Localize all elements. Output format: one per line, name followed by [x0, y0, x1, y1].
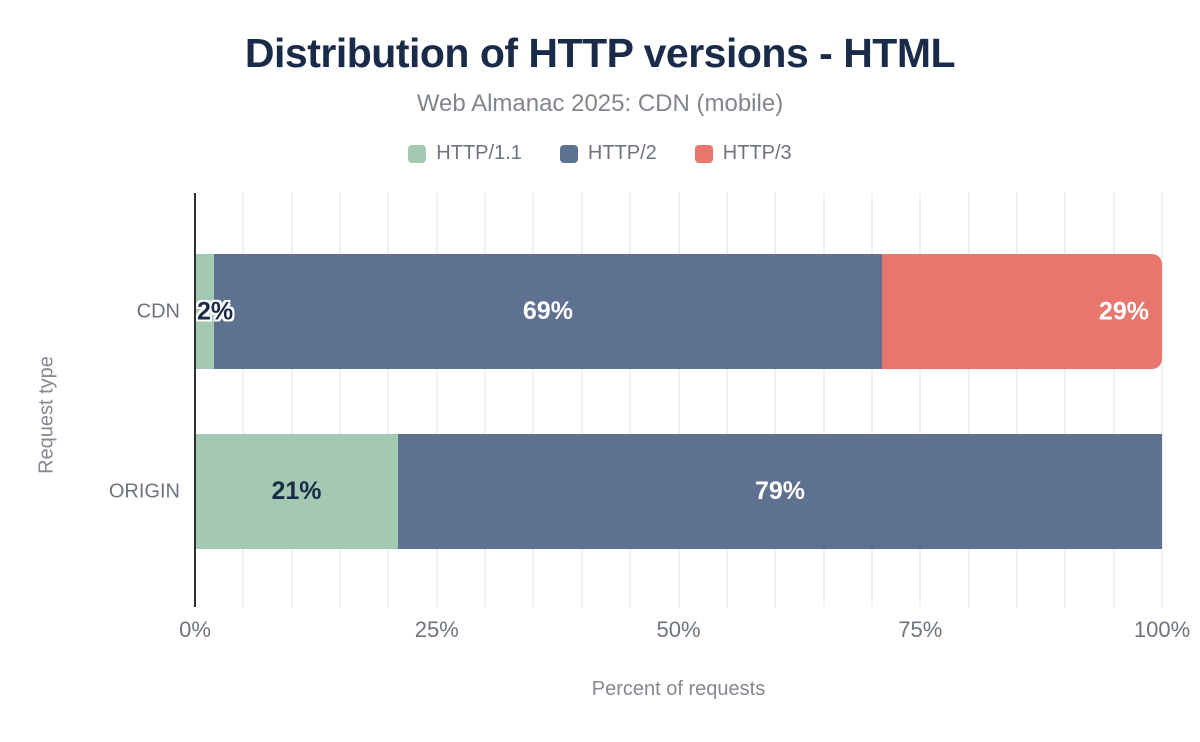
gridline — [919, 193, 922, 607]
gridline — [822, 193, 825, 607]
x-tick-label-50: 50% — [656, 617, 701, 642]
gridline — [870, 193, 873, 607]
legend: HTTP/1.1 HTTP/2 HTTP/3 — [0, 142, 1200, 165]
gridline — [677, 193, 680, 607]
legend-item-http3[interactable]: HTTP/3 — [694, 142, 792, 165]
gridline — [967, 193, 970, 607]
bar-origin: ORIGIN 21% 79% — [109, 434, 1162, 549]
bar-cdn: CDN 2% 69% 29% — [137, 254, 1162, 369]
segment-origin-http2[interactable]: 79% — [398, 434, 1162, 549]
value-label: 2% — [197, 297, 234, 325]
x-axis-title: Percent of requests — [591, 678, 766, 700]
plot-area: CDN 2% 69% 29% ORIGIN 21% 79% — [109, 193, 1163, 607]
value-label: 21% — [271, 477, 322, 505]
legend-item-http11[interactable]: HTTP/1.1 — [408, 142, 522, 165]
legend-label: HTTP/3 — [722, 142, 792, 164]
gridline — [1064, 193, 1067, 607]
legend-swatch-icon — [559, 144, 578, 163]
value-label: 79% — [755, 477, 806, 505]
x-tick-label-25: 25% — [414, 617, 459, 642]
x-tick-label-0: 0% — [179, 617, 211, 642]
segment-cdn-http11[interactable]: 2% — [195, 254, 233, 369]
category-label-cdn: CDN — [136, 300, 180, 322]
gridline — [629, 193, 632, 607]
y-axis-line — [194, 193, 196, 607]
gridline — [1112, 193, 1115, 607]
segment-cdn-http3[interactable]: 29% — [881, 254, 1162, 369]
chart-subtitle: Web Almanac 2025: CDN (mobile) — [416, 90, 784, 117]
legend-label: HTTP/2 — [587, 142, 657, 164]
gridline — [532, 193, 535, 607]
gridline — [290, 193, 293, 607]
gridline — [435, 193, 438, 607]
segment-cdn-http2[interactable]: 69% — [214, 254, 882, 369]
value-label: 69% — [522, 297, 573, 325]
gridline — [725, 193, 728, 607]
gridline — [339, 193, 342, 607]
gridline — [1015, 193, 1018, 607]
value-label: 29% — [1098, 297, 1149, 325]
gridline — [774, 193, 777, 607]
legend-item-http2[interactable]: HTTP/2 — [559, 142, 657, 165]
segment-origin-http11[interactable]: 21% — [195, 434, 399, 549]
category-label-origin: ORIGIN — [108, 480, 180, 502]
x-tick-label-100: 100% — [1133, 617, 1191, 642]
legend-swatch-icon — [694, 144, 713, 163]
gridline — [1161, 193, 1163, 607]
chart-title: Distribution of HTTP versions - HTML — [244, 30, 956, 76]
gridline — [580, 193, 583, 607]
gridline — [484, 193, 487, 607]
legend-swatch-icon — [408, 144, 427, 163]
gridline — [387, 193, 390, 607]
y-axis-title: Request type — [35, 356, 58, 474]
gridline — [242, 193, 245, 607]
legend-label: HTTP/1.1 — [436, 142, 522, 164]
x-tick-label-75: 75% — [898, 617, 943, 642]
x-axis-tick-labels: 0% 25% 50% 75% 100% — [179, 617, 1190, 645]
